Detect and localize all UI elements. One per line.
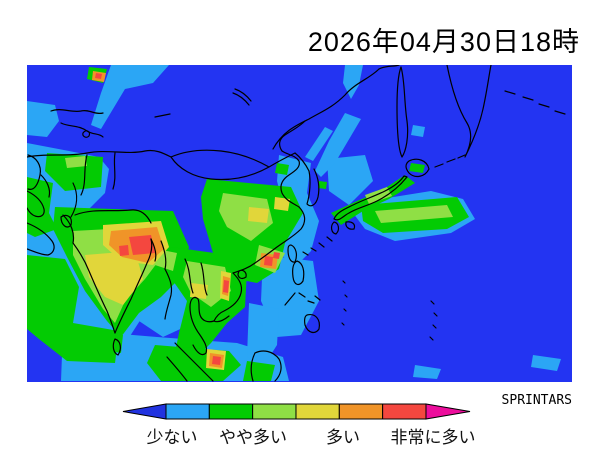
legend-right-arrow — [425, 403, 471, 420]
legend-segment-1 — [165, 403, 210, 420]
legend-segment-6 — [382, 403, 427, 420]
legend-segment-2 — [208, 403, 254, 420]
legend-segment-4 — [295, 403, 340, 420]
sprintars-credit: SPRINTARS — [501, 393, 572, 408]
legend-label-very-high: 非常に多い — [390, 428, 476, 447]
legend-label-somewhat-high: やや多い — [219, 428, 287, 447]
legend-label-low: 少ない — [146, 428, 198, 447]
forecast-datetime: 2026年04月30日18時 — [307, 27, 580, 57]
legend-label-high: 多い — [326, 428, 360, 447]
legend-left-arrow — [122, 403, 167, 420]
legend-segment-5 — [338, 403, 384, 420]
legend-segment-3 — [252, 403, 297, 420]
concentration-legend — [122, 403, 471, 420]
map-canvas — [27, 65, 572, 382]
map-color-field — [27, 65, 572, 382]
map-coastlines — [27, 65, 566, 382]
aerosol-forecast-map — [27, 65, 572, 382]
